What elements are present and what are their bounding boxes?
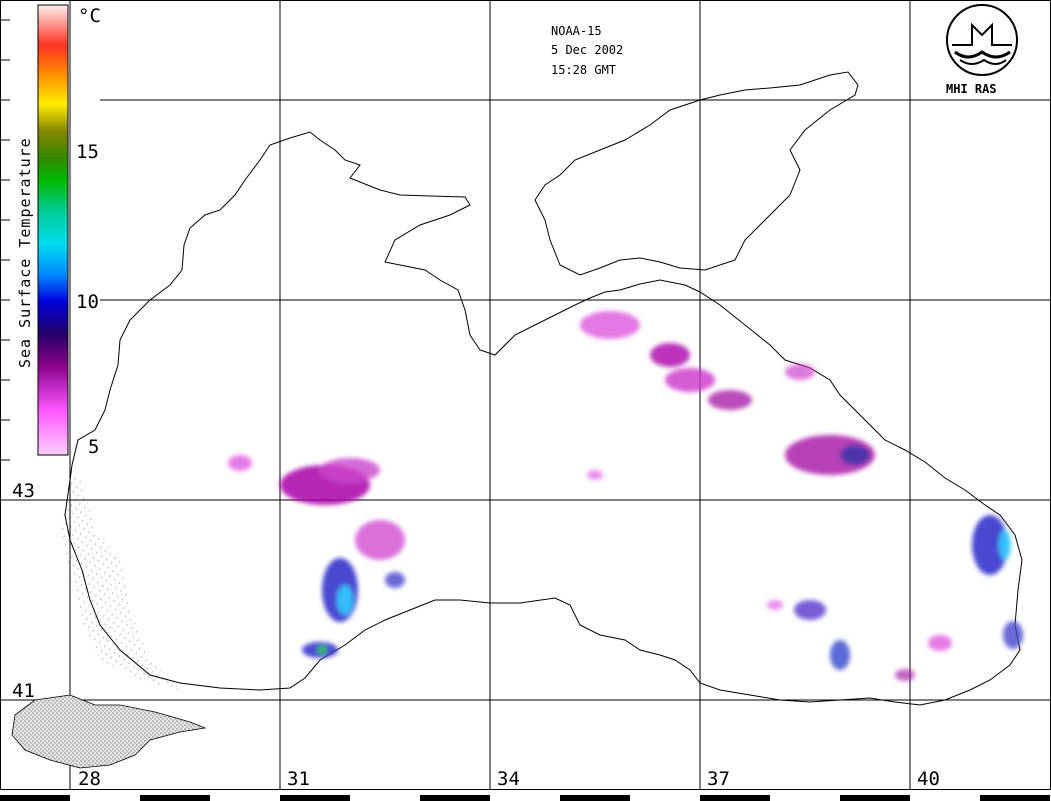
date-label: 5 Dec 2002 — [551, 43, 623, 57]
lon-label-31: 31 — [287, 768, 310, 790]
lon-label-40: 40 — [917, 768, 940, 790]
colorbar-tick-5: 5 — [88, 436, 99, 458]
land-bosphorus — [11, 694, 207, 769]
bottom-ruler — [0, 793, 1051, 801]
azov-coastline — [534, 71, 859, 276]
lat-label-43: 43 — [12, 480, 35, 502]
ruler-ticks — [0, 19, 10, 461]
time-label: 15:28 GMT — [551, 63, 616, 77]
lon-labels: 28 31 34 37 40 — [78, 768, 940, 790]
colorbar-tick-10: 10 — [76, 291, 99, 313]
colorbar-title: Sea Surface Temperature — [16, 137, 34, 368]
mhi-logo: MHI RAS — [946, 4, 1018, 96]
logo-emblem-icon — [946, 4, 1018, 76]
lat-label-41: 41 — [12, 680, 35, 702]
colorbar: °C 15 10 5 Sea Surface Temperature — [0, 4, 101, 461]
land-balkans — [60, 470, 180, 690]
header: NOAA-15 5 Dec 2002 15:28 GMT — [551, 24, 623, 77]
satellite-label: NOAA-15 — [551, 24, 602, 38]
colorbar-gradient — [37, 4, 69, 456]
lon-label-34: 34 — [497, 768, 520, 790]
colorbar-unit: °C — [78, 5, 101, 27]
lon-label-28: 28 — [78, 768, 101, 790]
coastline — [64, 131, 1023, 706]
logo-text: MHI RAS — [946, 82, 997, 96]
lat-labels: 43 41 — [12, 480, 35, 702]
colorbar-tick-15: 15 — [76, 141, 99, 163]
lon-label-37: 37 — [707, 768, 730, 790]
sst-patches — [228, 311, 1023, 681]
